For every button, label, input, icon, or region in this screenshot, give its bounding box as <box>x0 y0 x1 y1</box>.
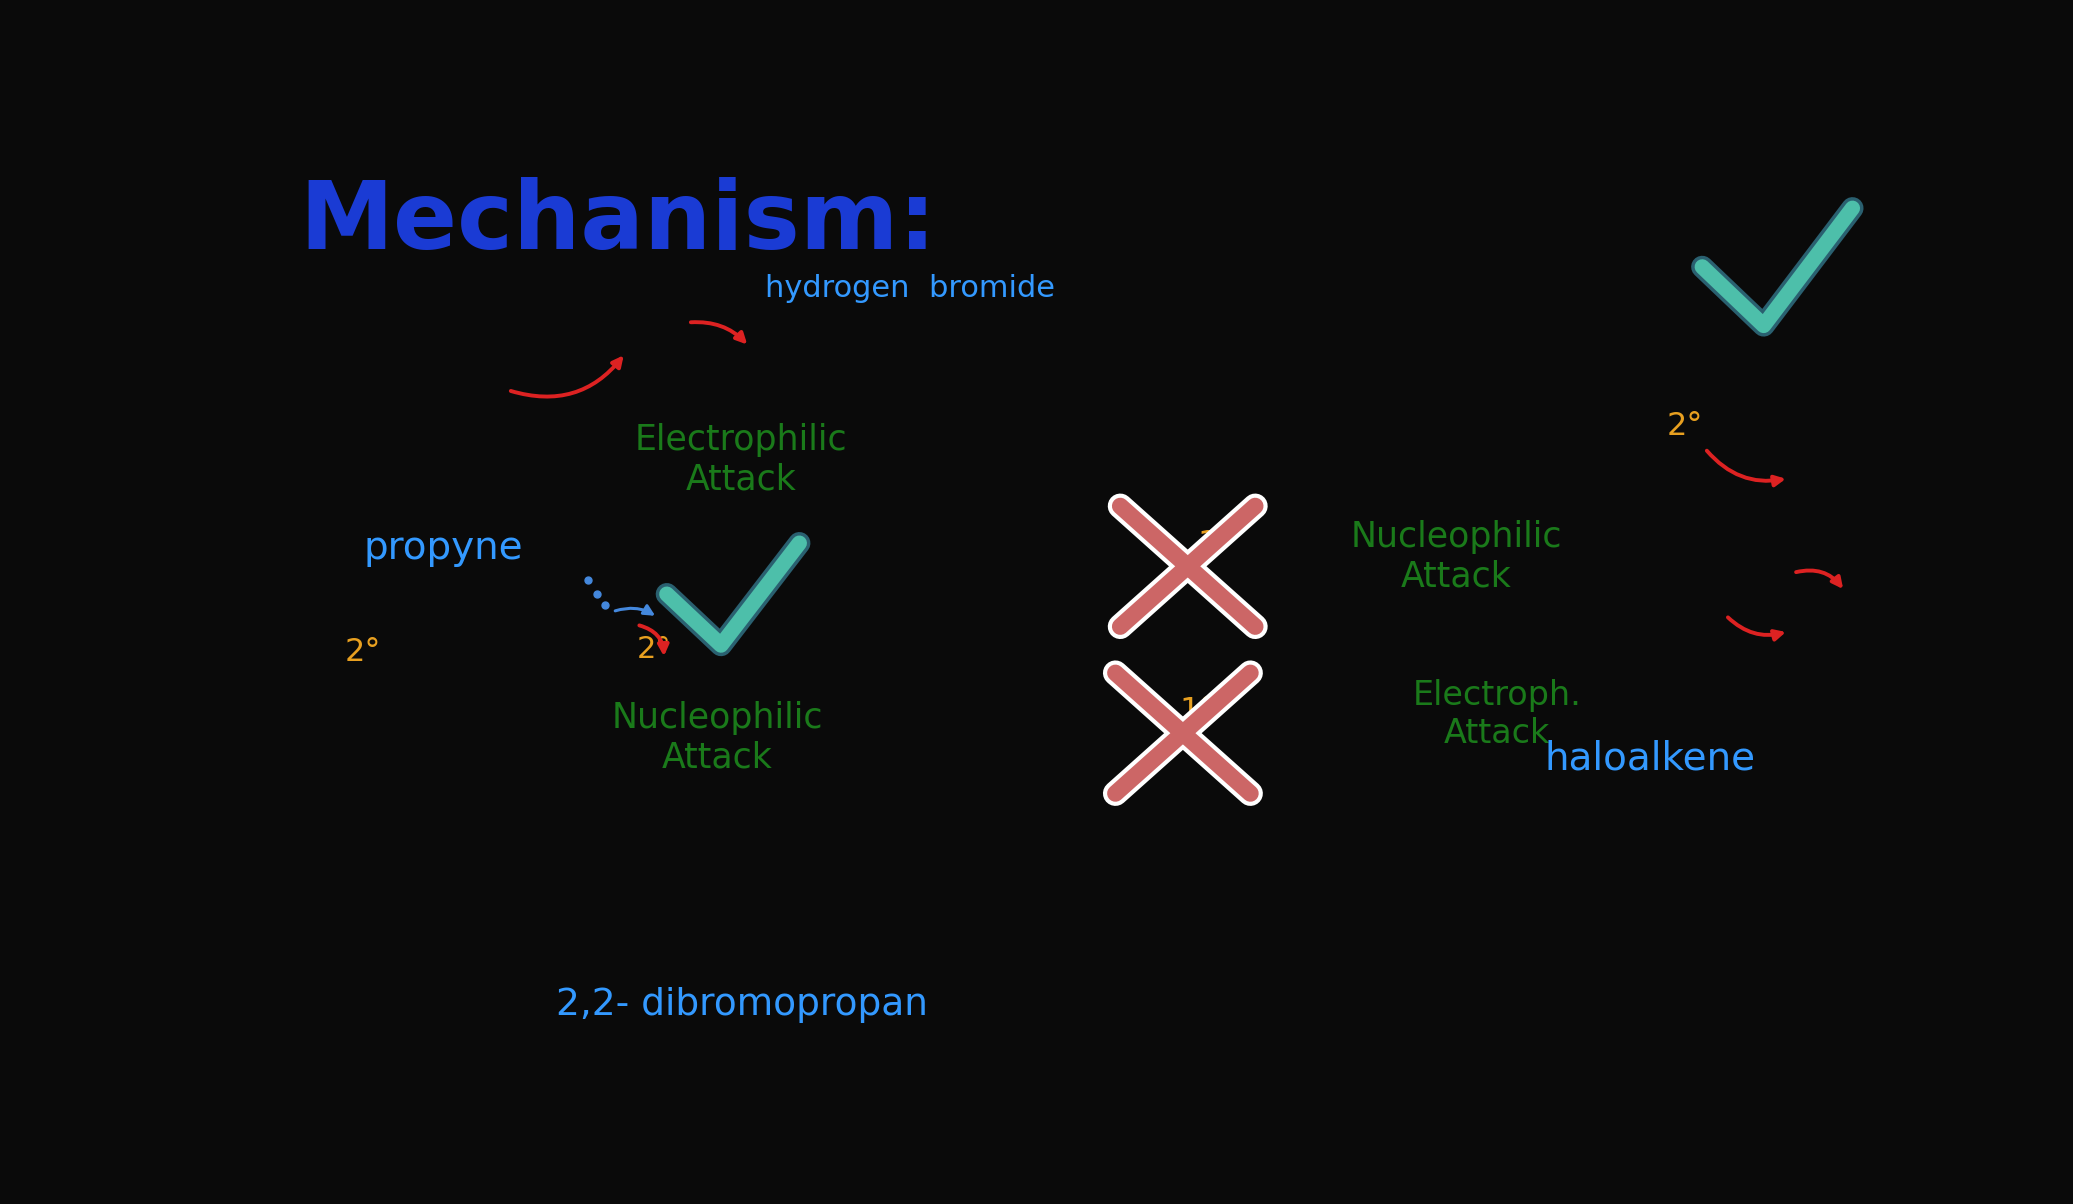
Text: Nucleophilic
Attack: Nucleophilic Attack <box>612 701 823 774</box>
Text: 2°: 2° <box>1667 411 1702 442</box>
Text: propyne: propyne <box>363 529 522 567</box>
Text: Mechanism:: Mechanism: <box>299 177 937 268</box>
Text: 2°: 2° <box>636 636 672 665</box>
Text: 1°: 1° <box>1180 696 1217 727</box>
Text: hydrogen  bromide: hydrogen bromide <box>765 273 1055 302</box>
Text: Electroph.
Attack: Electroph. Attack <box>1412 679 1582 750</box>
Text: Nucleophilic
Attack: Nucleophilic Attack <box>1350 520 1561 594</box>
Text: 1°: 1° <box>1198 530 1233 561</box>
Text: haloalkene: haloalkene <box>1544 739 1756 778</box>
Text: 2,2- dibromopropan: 2,2- dibromopropan <box>556 987 929 1023</box>
Text: 2°: 2° <box>344 637 381 668</box>
Text: Electrophilic
Attack: Electrophilic Attack <box>634 423 848 496</box>
